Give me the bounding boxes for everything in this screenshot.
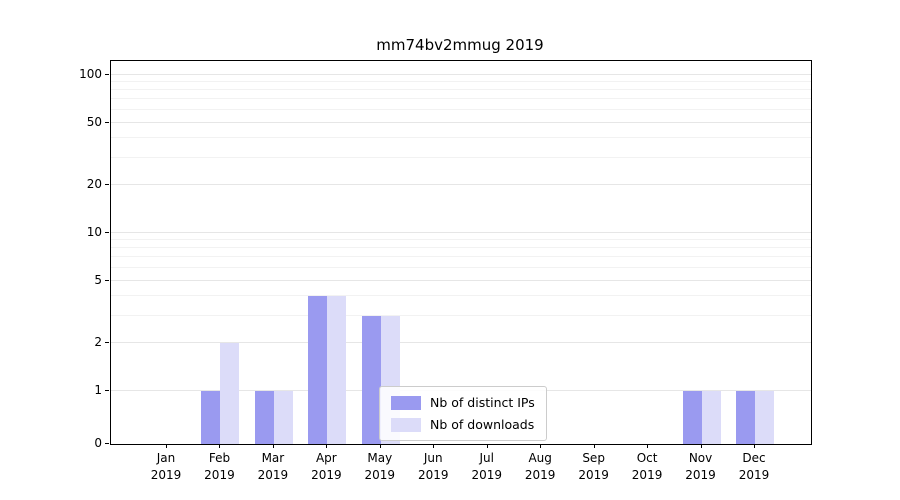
x-tick-label-nov: Nov 2019 [685,451,716,482]
y-tick-label-1: 1 [94,383,102,397]
gridline-minor [111,314,811,316]
x-tick-mark [486,444,488,448]
bar-nb-of-distinct-ips-apr [308,295,328,444]
x-tick-label-jun: Jun 2019 [417,451,449,482]
x-tick-label-mar: Mar 2019 [257,451,289,482]
gridline-major [111,279,811,281]
gridline-major [111,121,811,123]
gridline-minor [111,89,811,91]
bar-nb-of-downloads-feb [220,343,240,444]
legend-label-distinct-ips: Nb of distinct IPs [430,395,535,410]
y-tick-label-5: 5 [94,272,102,287]
x-tick-mark [540,444,542,448]
x-tick-label-oct: Oct 2019 [631,451,663,482]
gridline-minor [111,136,811,138]
y-tick-mark [105,342,109,344]
y-tick-label-2: 2 [94,335,102,350]
gridline-minor [111,267,811,269]
x-tick-mark [379,444,381,448]
gridline-minor [111,256,811,258]
x-tick-mark [219,444,221,448]
chart-title: mm74bv2mmug 2019 [376,36,544,54]
legend: Nb of distinct IPs Nb of downloads [379,386,547,441]
bar-nb-of-distinct-ips-nov [682,391,702,444]
x-tick-label-apr: Apr 2019 [311,451,342,482]
y-tick-label-20: 20 [86,177,102,192]
gridline-minor [111,156,811,158]
x-tick-mark [754,444,755,448]
y-tick-mark [105,184,109,186]
gridline-minor [111,239,811,241]
gridline-major [111,232,811,233]
gridline-major [111,74,811,75]
bar-nb-of-distinct-ips-feb [201,391,221,444]
y-tick-mark [105,232,109,233]
plot-area: Nb of distinct IPs Nb of downloads [110,60,812,445]
bar-nb-of-distinct-ips-may [361,315,381,444]
x-tick-label-sep: Sep 2019 [578,451,609,482]
gridline-major [111,342,811,344]
legend-label-downloads: Nb of downloads [430,417,535,432]
legend-swatch-distinct-ips [391,395,421,410]
x-tick-mark [593,444,595,448]
x-tick-label-may: May 2019 [364,451,396,482]
y-tick-label-0: 0 [94,436,102,450]
bar-nb-of-downloads-mar [273,391,293,444]
y-tick-mark [105,279,109,281]
y-tick-mark [105,390,109,391]
x-tick-mark [647,444,649,448]
bar-nb-of-downloads-dec [755,391,774,444]
legend-item-downloads: Nb of downloads [391,417,535,432]
x-tick-label-jan: Jan 2019 [150,451,182,482]
x-tick-mark [326,444,328,448]
legend-swatch-downloads [391,417,421,432]
x-tick-label-feb: Feb 2019 [204,451,235,482]
y-tick-mark [105,443,109,444]
y-tick-mark [105,74,109,75]
x-tick-mark [272,444,274,448]
bar-nb-of-distinct-ips-mar [254,391,274,444]
x-tick-mark [166,444,167,448]
x-tick-label-aug: Aug 2019 [524,451,556,482]
gridline-minor [111,109,811,111]
gridline-minor [111,294,811,296]
x-tick-mark [433,444,435,448]
legend-item-distinct-ips: Nb of distinct IPs [391,395,535,410]
gridline-minor [111,98,811,100]
gridline-minor [111,81,811,83]
x-tick-mark [700,444,702,448]
y-tick-mark [105,121,109,123]
x-tick-label-dec: Dec 2019 [738,451,770,482]
bar-nb-of-downloads-nov [701,391,721,444]
gridline-major [111,184,811,186]
x-tick-label-jul: Jul 2019 [471,451,502,482]
bar-nb-of-distinct-ips-dec [736,391,755,444]
y-tick-label-10: 10 [86,225,102,239]
bar-nb-of-downloads-apr [327,295,347,444]
gridline-minor [111,247,811,249]
y-tick-label-50: 50 [86,114,102,129]
y-tick-label-100: 100 [79,67,102,81]
